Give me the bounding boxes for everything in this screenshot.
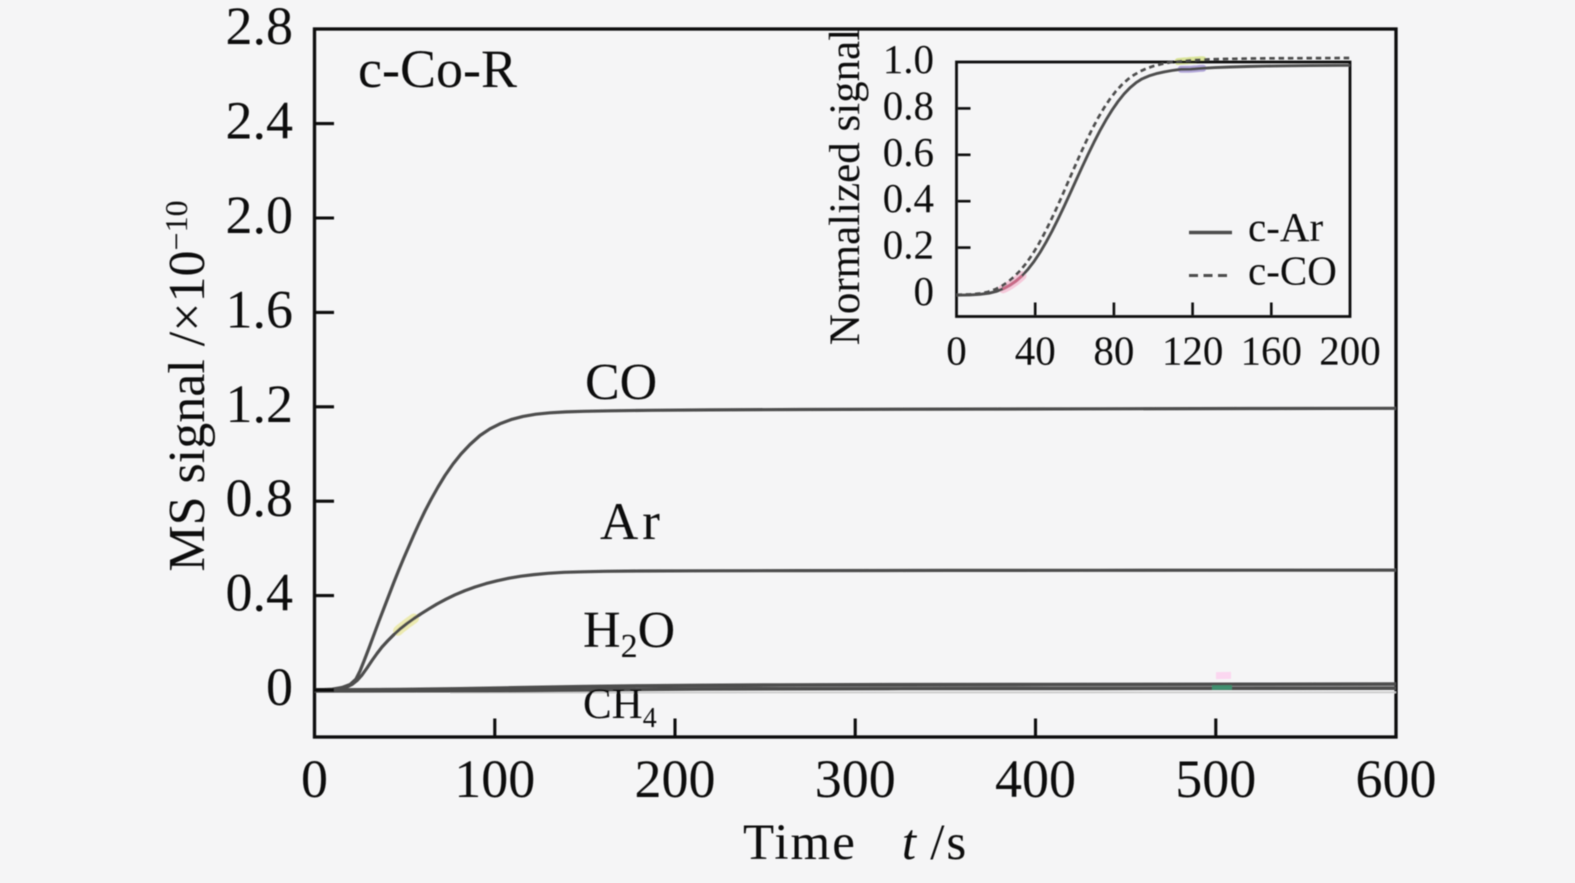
svg-text:1.2: 1.2 <box>226 374 294 434</box>
svg-text:1.0: 1.0 <box>883 36 934 82</box>
svg-text:200: 200 <box>1319 328 1381 374</box>
svg-text:600: 600 <box>1356 749 1437 809</box>
svg-text:c-CO: c-CO <box>1248 248 1337 294</box>
svg-text:300: 300 <box>815 749 896 809</box>
svg-text:80: 80 <box>1093 328 1134 374</box>
svg-text:CO: CO <box>585 354 657 411</box>
svg-text:0.4: 0.4 <box>883 175 934 221</box>
svg-text:400: 400 <box>995 749 1076 809</box>
svg-text:40: 40 <box>1015 328 1056 374</box>
svg-text:200: 200 <box>635 749 716 809</box>
svg-text:c-Co-R: c-Co-R <box>358 39 517 99</box>
svg-text:0.8: 0.8 <box>226 468 294 528</box>
svg-text:Ar: Ar <box>600 493 664 551</box>
svg-text:0.8: 0.8 <box>883 82 934 128</box>
svg-text:0.2: 0.2 <box>883 222 934 268</box>
svg-text:0: 0 <box>946 328 967 374</box>
svg-text:2.4: 2.4 <box>226 91 294 151</box>
svg-text:2.0: 2.0 <box>226 185 294 245</box>
svg-text:MS signal /×10−10: MS signal /×10−10 <box>158 200 216 571</box>
svg-text:Normalized signal: Normalized signal <box>822 29 869 345</box>
svg-text:100: 100 <box>454 749 535 809</box>
svg-text:500: 500 <box>1175 749 1256 809</box>
svg-text:0: 0 <box>301 749 328 809</box>
svg-text:0.6: 0.6 <box>883 129 934 175</box>
svg-text:2.8: 2.8 <box>226 0 294 56</box>
svg-text:0: 0 <box>914 268 935 314</box>
svg-text:1.6: 1.6 <box>226 279 294 339</box>
svg-text:0.4: 0.4 <box>226 563 294 623</box>
svg-text:0: 0 <box>266 657 293 717</box>
svg-text:c-Ar: c-Ar <box>1248 204 1323 250</box>
svg-text:160: 160 <box>1241 328 1303 374</box>
svg-text:120: 120 <box>1162 328 1224 374</box>
